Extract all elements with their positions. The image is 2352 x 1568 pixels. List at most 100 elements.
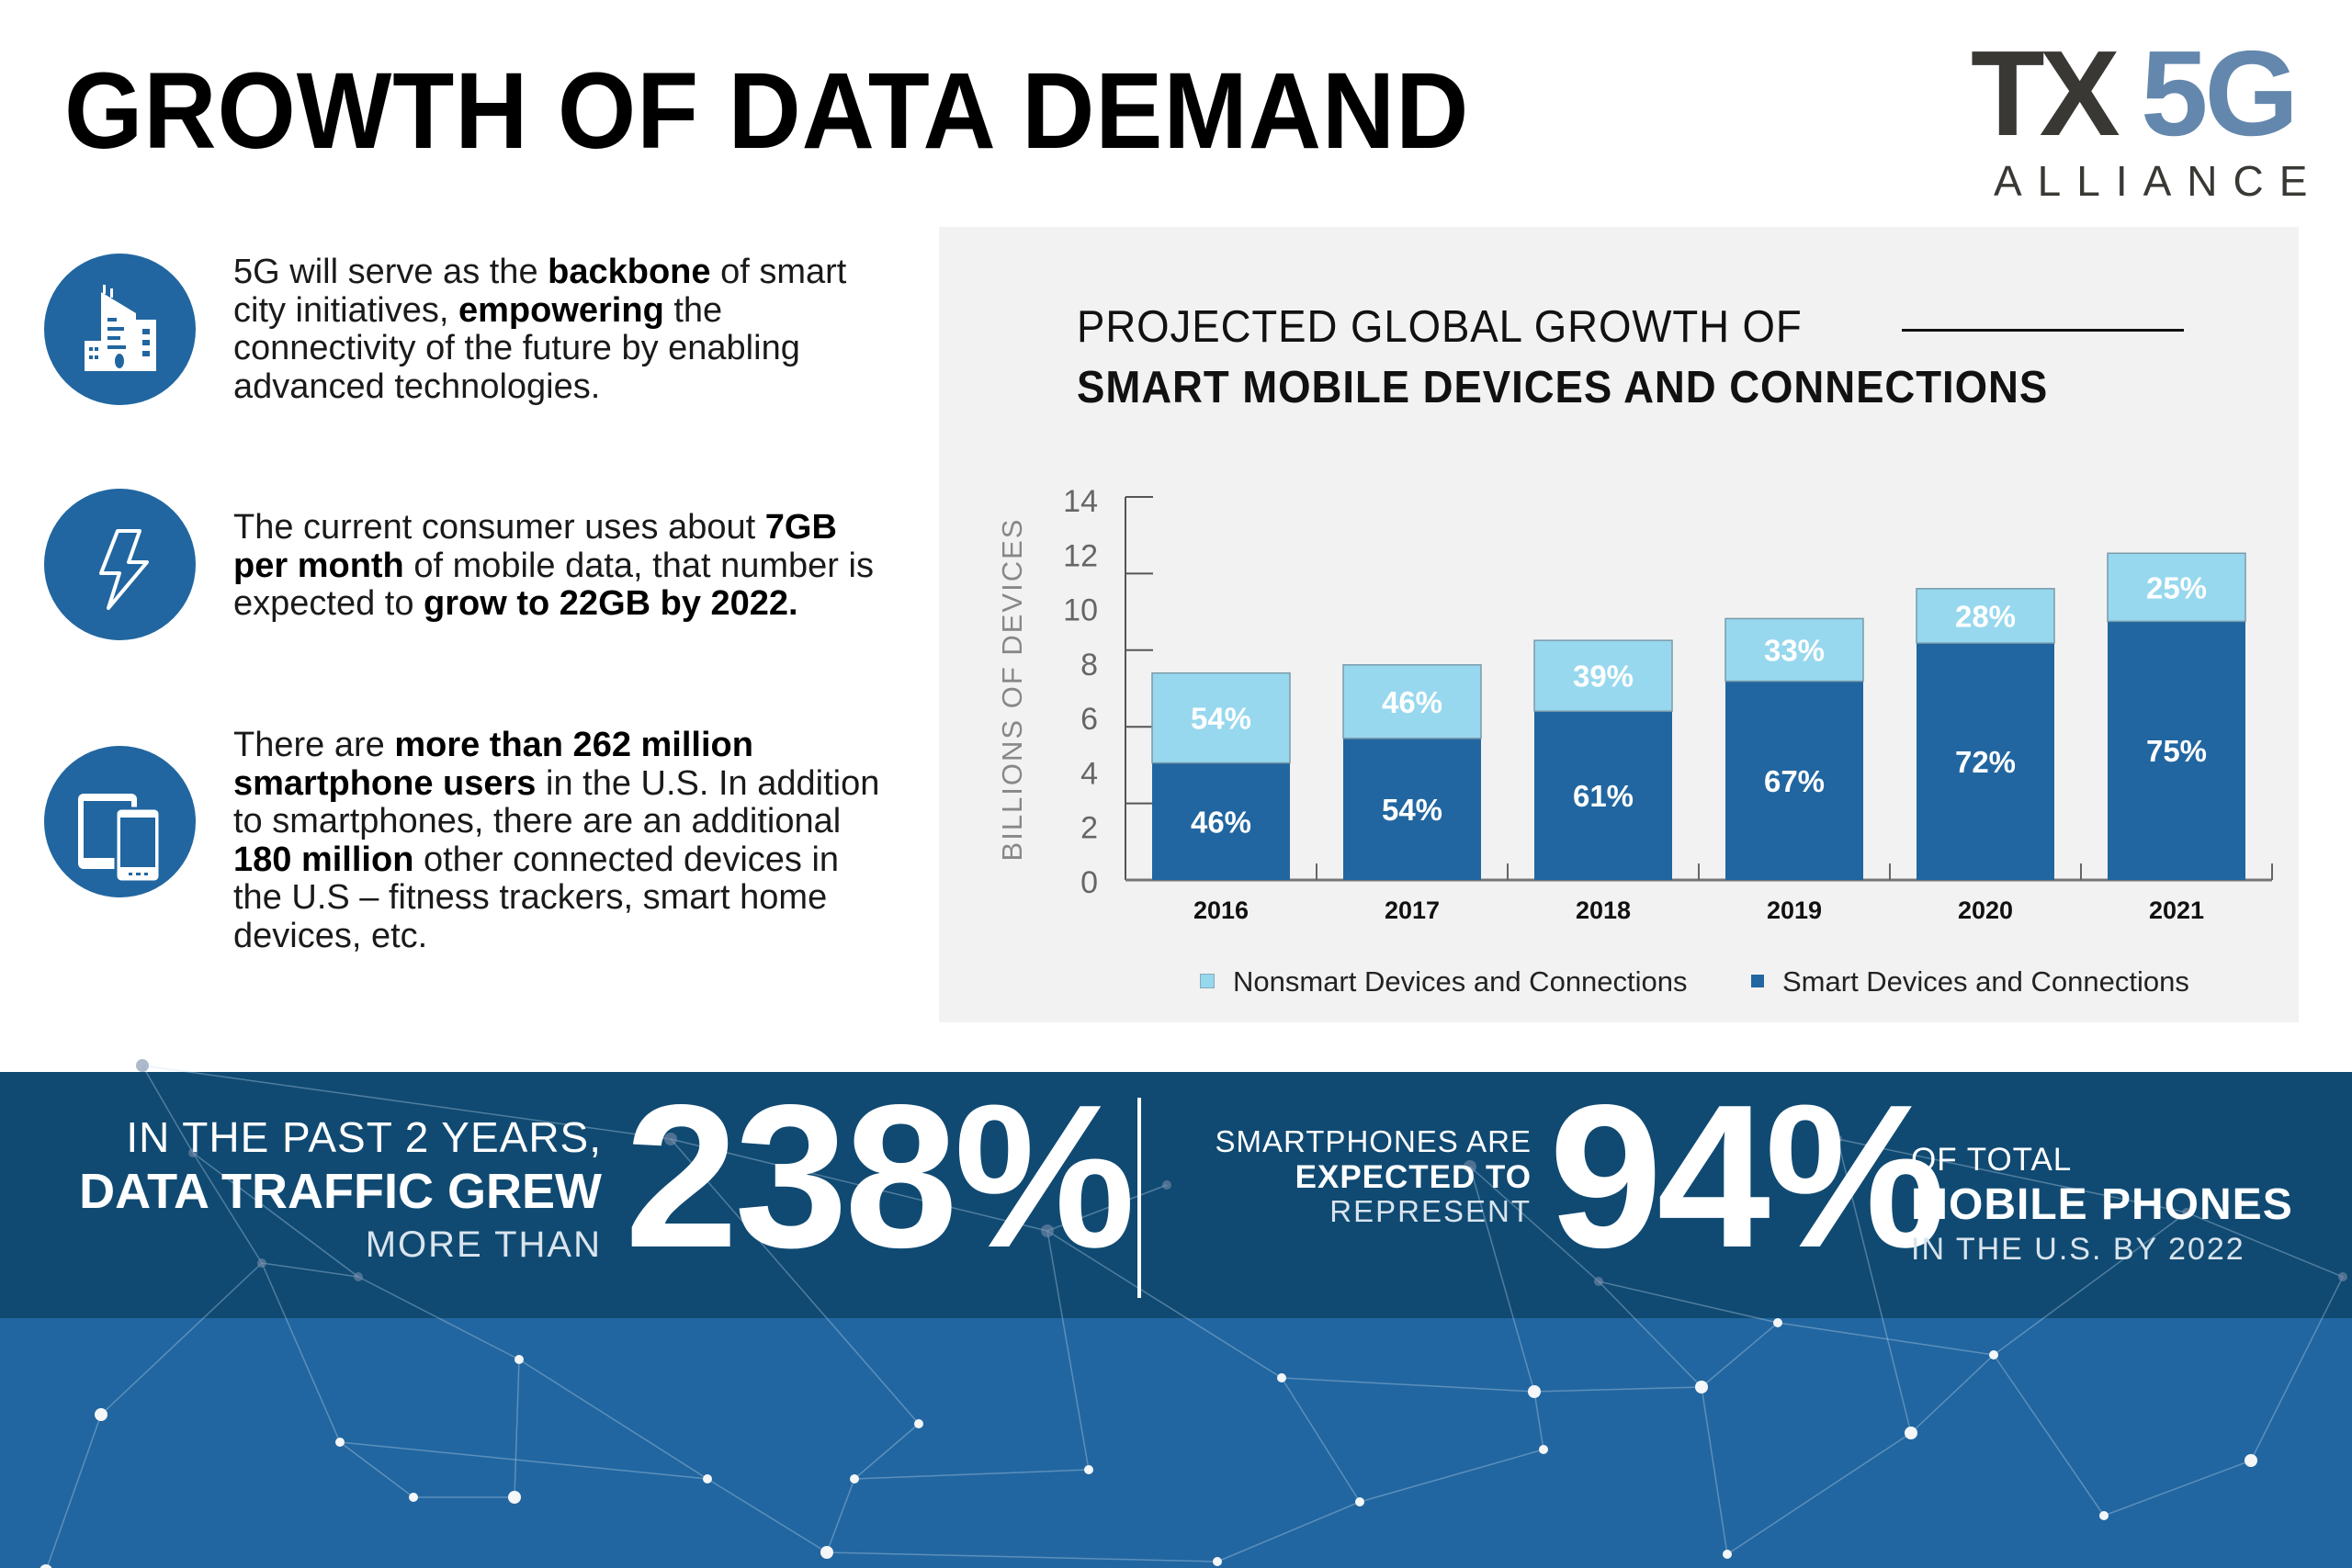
data-label-nonsmart: 33% xyxy=(1764,634,1825,668)
network-node xyxy=(40,1564,52,1568)
fact-text-segment: 5G will serve as the xyxy=(233,253,548,291)
network-node xyxy=(1084,1465,1093,1474)
bar-smart-2021 xyxy=(2108,621,2245,880)
network-lines xyxy=(46,1065,2344,1568)
network-node xyxy=(1539,1445,1548,1454)
data-label-smart: 54% xyxy=(1382,793,1442,827)
network-line xyxy=(1993,1354,2105,1517)
network-line xyxy=(339,1441,414,1498)
network-node xyxy=(1277,1373,1286,1382)
network-line xyxy=(1837,1138,1912,1434)
fact-text-segment: There are xyxy=(233,726,395,764)
network-node xyxy=(257,1258,266,1268)
stats-banner xyxy=(0,1072,2352,1318)
network-line xyxy=(670,1138,1048,1232)
network-node xyxy=(136,1059,149,1072)
network-node xyxy=(1355,1497,1364,1506)
fact-smartphone-users: There are more than 262 million smartpho… xyxy=(44,716,908,964)
network-node xyxy=(1989,1350,1998,1359)
network-line xyxy=(514,1359,520,1498)
fact-text-smartphone-users: There are more than 262 million smartpho… xyxy=(233,726,895,955)
network-node xyxy=(1695,1381,1708,1393)
network-line xyxy=(854,1423,920,1480)
network-line xyxy=(1046,1230,1090,1471)
legend-label-nonsmart: Nonsmart Devices and Connections xyxy=(1233,965,1688,998)
stat2-line1: SMARTPHONES ARE xyxy=(1215,1124,1532,1158)
network-line xyxy=(1910,1354,1995,1434)
legend-item-nonsmart: Nonsmart Devices and Connections xyxy=(1200,967,1688,996)
fact-text-bold: grow to 22GB by 2022. xyxy=(424,584,798,623)
network-node xyxy=(914,1419,923,1428)
data-label-nonsmart: 54% xyxy=(1191,702,1251,736)
x-tick-label: 2019 xyxy=(1767,897,1822,924)
network-line xyxy=(854,1469,1090,1480)
chart-title-line1: PROJECTED GLOBAL GROWTH OF xyxy=(1077,302,1803,352)
fact-text-segment: of mobile data, that number is expected … xyxy=(233,546,874,623)
network-line xyxy=(261,1262,341,1443)
network-node xyxy=(1905,1427,1917,1439)
network-node xyxy=(95,1408,107,1421)
x-tick-label: 2020 xyxy=(1958,897,2013,924)
bar-smart-2020 xyxy=(1917,643,2054,880)
tx5g-alliance-logo: TX 5G ALLIANCE xyxy=(1966,26,2307,208)
fact-text-segment: other connected devices in the U.S – fit… xyxy=(233,840,840,955)
network-line xyxy=(100,1262,263,1416)
y-axis-label: BILLIONS OF DEVICES xyxy=(996,518,1028,862)
y-tick-label: 2 xyxy=(1080,811,1098,846)
fact-text-segment: the connectivity of the future by enabli… xyxy=(233,290,800,406)
network-background xyxy=(0,1318,2352,1568)
network-node xyxy=(409,1493,418,1502)
fact-text-bold: empowering xyxy=(458,290,664,330)
network-node xyxy=(335,1438,345,1447)
x-tick-label: 2018 xyxy=(1576,897,1631,924)
bar-nonsmart-2017 xyxy=(1342,664,1482,739)
network-line xyxy=(192,1152,263,1264)
network-line xyxy=(2103,1460,2252,1517)
fact-text-smart-city: 5G will serve as the backbone of smart c… xyxy=(233,253,895,406)
lightning-bolt-icon xyxy=(44,489,196,640)
legend-swatch-nonsmart xyxy=(1200,973,1215,988)
network-line xyxy=(46,1414,102,1568)
network-line xyxy=(1598,1280,1779,1324)
network-line xyxy=(1993,1212,2188,1356)
network-line xyxy=(1726,1432,1912,1555)
network-node xyxy=(850,1474,859,1483)
stat1-line1: IN THE PAST 2 YEARS, xyxy=(126,1113,602,1161)
network-line xyxy=(1281,1377,1361,1503)
network-line xyxy=(339,1441,708,1480)
legend-item-smart: Smart Devices and Connections xyxy=(1751,967,2189,996)
network-line xyxy=(1216,1501,1361,1562)
stat1-line2: DATA TRAFFIC GREW xyxy=(79,1164,602,1219)
legend-swatch-smart xyxy=(1751,974,1764,987)
stat2-after1: OF TOTAL xyxy=(1911,1142,2073,1178)
legend-label-smart: Smart Devices and Connections xyxy=(1782,965,2189,998)
network-node xyxy=(703,1474,712,1483)
x-tick-label: 2017 xyxy=(1385,897,1440,924)
network-line xyxy=(357,1276,520,1360)
logo-tx: TX xyxy=(1971,26,2120,161)
y-tick-label: 10 xyxy=(1063,593,1098,628)
stat1-line3: MORE THAN xyxy=(365,1224,602,1265)
fact-text-bold: backbone xyxy=(548,253,711,291)
network-node xyxy=(1723,1550,1732,1559)
network-line xyxy=(261,1262,359,1278)
network-line xyxy=(670,1138,920,1425)
network-line xyxy=(826,1551,1218,1562)
network-line xyxy=(826,1478,855,1553)
network-node xyxy=(2182,1208,2191,1217)
network-line xyxy=(1281,1377,1535,1393)
chart-title-rule xyxy=(1902,329,2184,332)
stats-divider xyxy=(1137,1098,1141,1298)
bar-smart-2018 xyxy=(1534,711,1672,880)
network-node xyxy=(354,1272,363,1281)
bar-smart-2019 xyxy=(1725,681,1863,880)
data-label-smart: 75% xyxy=(2146,734,2207,768)
network-line xyxy=(1533,1386,1702,1393)
x-tick-label: 2016 xyxy=(1193,897,1249,924)
network-line xyxy=(1469,1166,1535,1393)
x-tick-label: 2021 xyxy=(2149,897,2204,924)
network-line xyxy=(1701,1386,1728,1555)
y-tick-label: 6 xyxy=(1080,702,1098,737)
network-line xyxy=(518,1359,708,1480)
bar-nonsmart-2019 xyxy=(1724,617,1864,682)
